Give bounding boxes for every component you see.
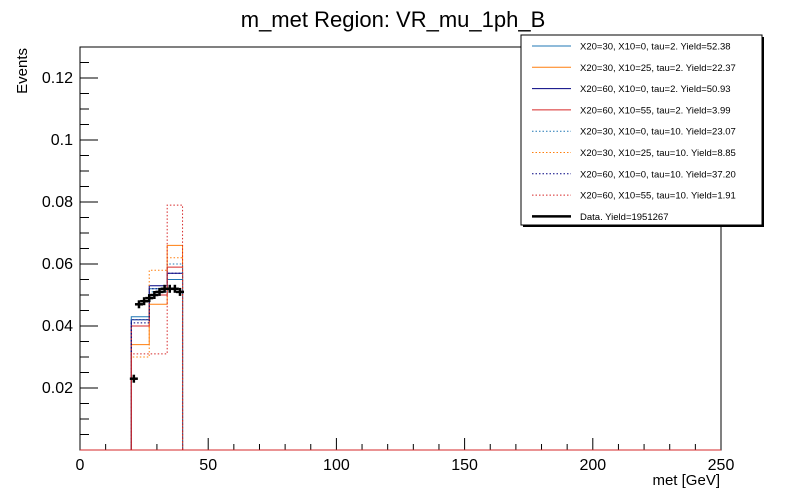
y-axis-label: Events — [14, 48, 31, 94]
data-point — [150, 291, 159, 299]
series-5-histogram — [130, 257, 184, 450]
series-0-histogram — [130, 279, 184, 450]
y-tick-label: 0.04 — [42, 318, 73, 335]
axis-ticks: 0 50 100 150 200 250 0.02 0.04 0.06 0.08 0.1 0.12 — [42, 62, 735, 474]
legend-box — [520, 34, 763, 226]
series-7-histogram — [130, 204, 184, 450]
data-point — [140, 297, 149, 306]
legend-entry-label: X20=30, X10=25, tau=2. Yield=22.37 — [580, 63, 736, 74]
y-tick-label: 0.06 — [42, 256, 73, 273]
x-tick-label: 50 — [199, 457, 217, 474]
series-6-histogram — [130, 272, 184, 450]
legend-entry-label: X20=60, X10=55, tau=2. Yield=3.99 — [580, 105, 731, 116]
x-axis-label: met [GeV] — [652, 472, 720, 489]
series-2-histogram — [130, 272, 184, 450]
legend-entry-label: X20=60, X10=55, tau=10. Yield=1.91 — [580, 191, 736, 202]
legend-entry-label: Data. Yield=1951267 — [580, 212, 668, 223]
y-tick-label: 0.02 — [42, 380, 73, 397]
legend-entry-label: X20=30, X10=0, tau=2. Yield=52.38 — [580, 42, 731, 53]
data-point — [134, 300, 143, 309]
legend-entry-label: X20=30, X10=25, tau=10. Yield=8.85 — [580, 148, 736, 159]
y-tick-label: 0.12 — [42, 70, 73, 87]
data-point — [175, 287, 184, 296]
x-tick-label: 0 — [76, 457, 85, 474]
series-4-histogram — [130, 263, 184, 450]
data-point — [170, 284, 179, 293]
x-tick-label: 250 — [708, 457, 735, 474]
series-1-histogram — [130, 244, 184, 450]
data-point — [145, 294, 154, 303]
x-tick-label: 150 — [451, 457, 478, 474]
legend-entry-label: X20=60, X10=0, tau=2. Yield=50.93 — [580, 84, 731, 95]
x-tick-label: 100 — [323, 457, 350, 474]
y-tick-label: 0.08 — [42, 194, 73, 211]
legend: X20=30, X10=0, tau=2. Yield=52.38 X20=30,… — [520, 34, 764, 227]
series-layer — [80, 204, 721, 451]
x-tick-label: 200 — [579, 457, 606, 474]
y-tick-label: 0.1 — [51, 132, 73, 149]
data-point — [155, 287, 164, 296]
chart-title: m_met Region: VR_mu_1ph_B — [241, 7, 546, 32]
legend-entry-label: X20=60, X10=0, tau=10. Yield=37.20 — [580, 169, 736, 180]
data-point — [129, 374, 138, 383]
data-points — [129, 284, 184, 383]
legend-entry-label: X20=30, X10=0, tau=10. Yield=23.07 — [580, 127, 736, 138]
